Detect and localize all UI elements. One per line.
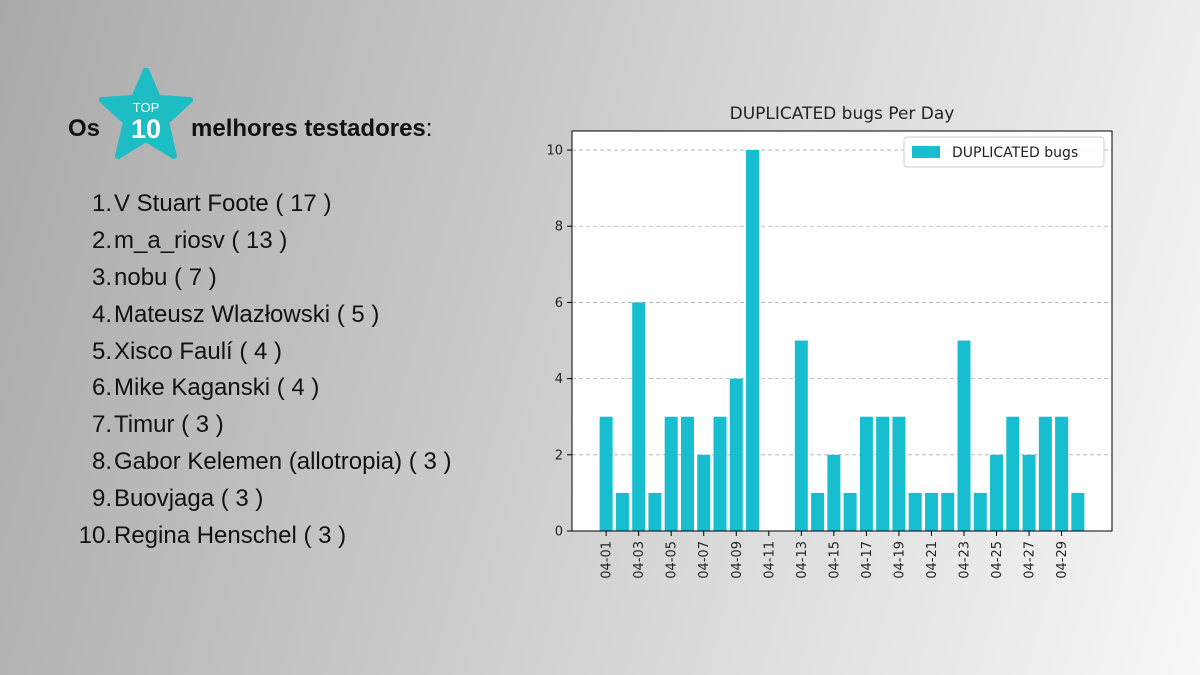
- bar: [973, 492, 987, 531]
- star-icon: [99, 68, 193, 159]
- x-tick-label: 04-25: [990, 541, 1005, 579]
- bar: [664, 416, 678, 531]
- bar: [990, 454, 1004, 531]
- bar: [599, 416, 613, 531]
- bar: [680, 416, 694, 531]
- legend-box: [903, 136, 1105, 168]
- x-tick-label: 04-23: [958, 541, 973, 579]
- bar: [892, 416, 906, 531]
- rank-number: 8.: [91, 448, 112, 476]
- tester-name: Regina Henschel ( 3 ): [114, 522, 347, 550]
- bar: [957, 340, 971, 531]
- bar: [811, 492, 825, 531]
- x-tick-label: 04-07: [697, 541, 712, 579]
- bar: [1071, 492, 1085, 531]
- legend-label: DUPLICATED bugs: [952, 145, 1078, 161]
- top10-star-badge: TOP 10: [99, 68, 193, 159]
- rank-number: 10.: [78, 522, 112, 550]
- y-tick-label: 2: [555, 448, 563, 463]
- rank-number: 5.: [91, 337, 112, 365]
- bar: [632, 302, 646, 531]
- rank-number: 1.: [91, 190, 112, 217]
- x-tick-label: 04-11: [762, 541, 777, 579]
- badge-top-label: TOP: [133, 100, 160, 115]
- x-tick-label: 04-29: [1055, 541, 1070, 579]
- bar: [827, 454, 841, 531]
- tester-name: Timur ( 3 ): [114, 411, 224, 439]
- x-tick-label: 04-05: [665, 541, 680, 579]
- bar: [794, 340, 808, 531]
- bar: [1006, 416, 1020, 531]
- header: Os TOP 10 melhores testadores:: [68, 68, 488, 188]
- y-tick-label: 6: [555, 296, 563, 311]
- x-tick-label: 04-15: [827, 541, 842, 579]
- rank-number: 9.: [91, 485, 112, 513]
- bar: [941, 492, 955, 531]
- bar: [648, 492, 662, 531]
- axes-frame: [571, 130, 1113, 532]
- x-tick-label: 04-03: [632, 541, 647, 579]
- bar: [713, 416, 727, 531]
- x-tick-label: 04-01: [600, 541, 615, 579]
- plot-area: [572, 131, 1112, 531]
- rank-number: 7.: [91, 411, 112, 439]
- tester-name: Mike Kaganski ( 4 ): [114, 374, 320, 402]
- bar: [908, 492, 922, 531]
- tester-name: Mateusz Wlazłowski ( 5 ): [114, 300, 380, 328]
- tester-name: Gabor Kelemen (allotropia) ( 3 ): [114, 448, 452, 476]
- x-tick-label: 04-21: [925, 541, 940, 579]
- bar: [1038, 416, 1052, 531]
- x-tick-label: 04-19: [892, 541, 907, 579]
- y-tick-label: 0: [555, 525, 563, 540]
- bar: [1022, 454, 1036, 531]
- bar: [729, 378, 743, 531]
- tester-name: Xisco Faulí ( 4 ): [114, 337, 283, 365]
- x-tick-label: 04-13: [795, 541, 810, 579]
- badge-number: 10: [131, 114, 161, 144]
- header-prefix: Os: [68, 115, 101, 142]
- tester-name: Buovjaga ( 3 ): [114, 485, 264, 513]
- rank-number: 4.: [91, 300, 112, 328]
- rank-number: 3.: [91, 263, 112, 291]
- header-colon: :: [425, 115, 433, 142]
- header-suffix: melhores testadores: [191, 115, 426, 142]
- tester-name: m_a_riosv ( 13 ): [114, 226, 288, 254]
- chart-title: DUPLICATED bugs Per Day: [730, 104, 955, 124]
- x-tick-label: 04-17: [860, 541, 875, 579]
- header-suffix-wrap: melhores testadores:: [191, 115, 432, 143]
- bar: [924, 492, 938, 531]
- tester-name: V Stuart Foote ( 17 ): [114, 190, 332, 217]
- legend-swatch: [912, 146, 940, 158]
- bar: [697, 454, 711, 531]
- y-tick-label: 8: [555, 220, 563, 235]
- bar: [859, 416, 873, 531]
- y-tick-label: 4: [555, 372, 563, 387]
- bar: [615, 492, 629, 531]
- bar: [1055, 416, 1069, 531]
- tester-name: nobu ( 7 ): [114, 263, 217, 291]
- y-tick-label: 10: [546, 144, 563, 159]
- rank-number: 6.: [91, 374, 112, 402]
- x-tick-label: 04-27: [1023, 541, 1038, 579]
- x-tick-label: 04-09: [730, 541, 745, 579]
- bar: [746, 150, 760, 532]
- bar: [876, 416, 890, 531]
- duplicated-bugs-chart: DUPLICATED bugs Per Day 0 2 4 6 8 10 04-01 04-03…: [546, 104, 1113, 579]
- bar: [843, 492, 857, 531]
- rank-number: 2.: [91, 226, 112, 254]
